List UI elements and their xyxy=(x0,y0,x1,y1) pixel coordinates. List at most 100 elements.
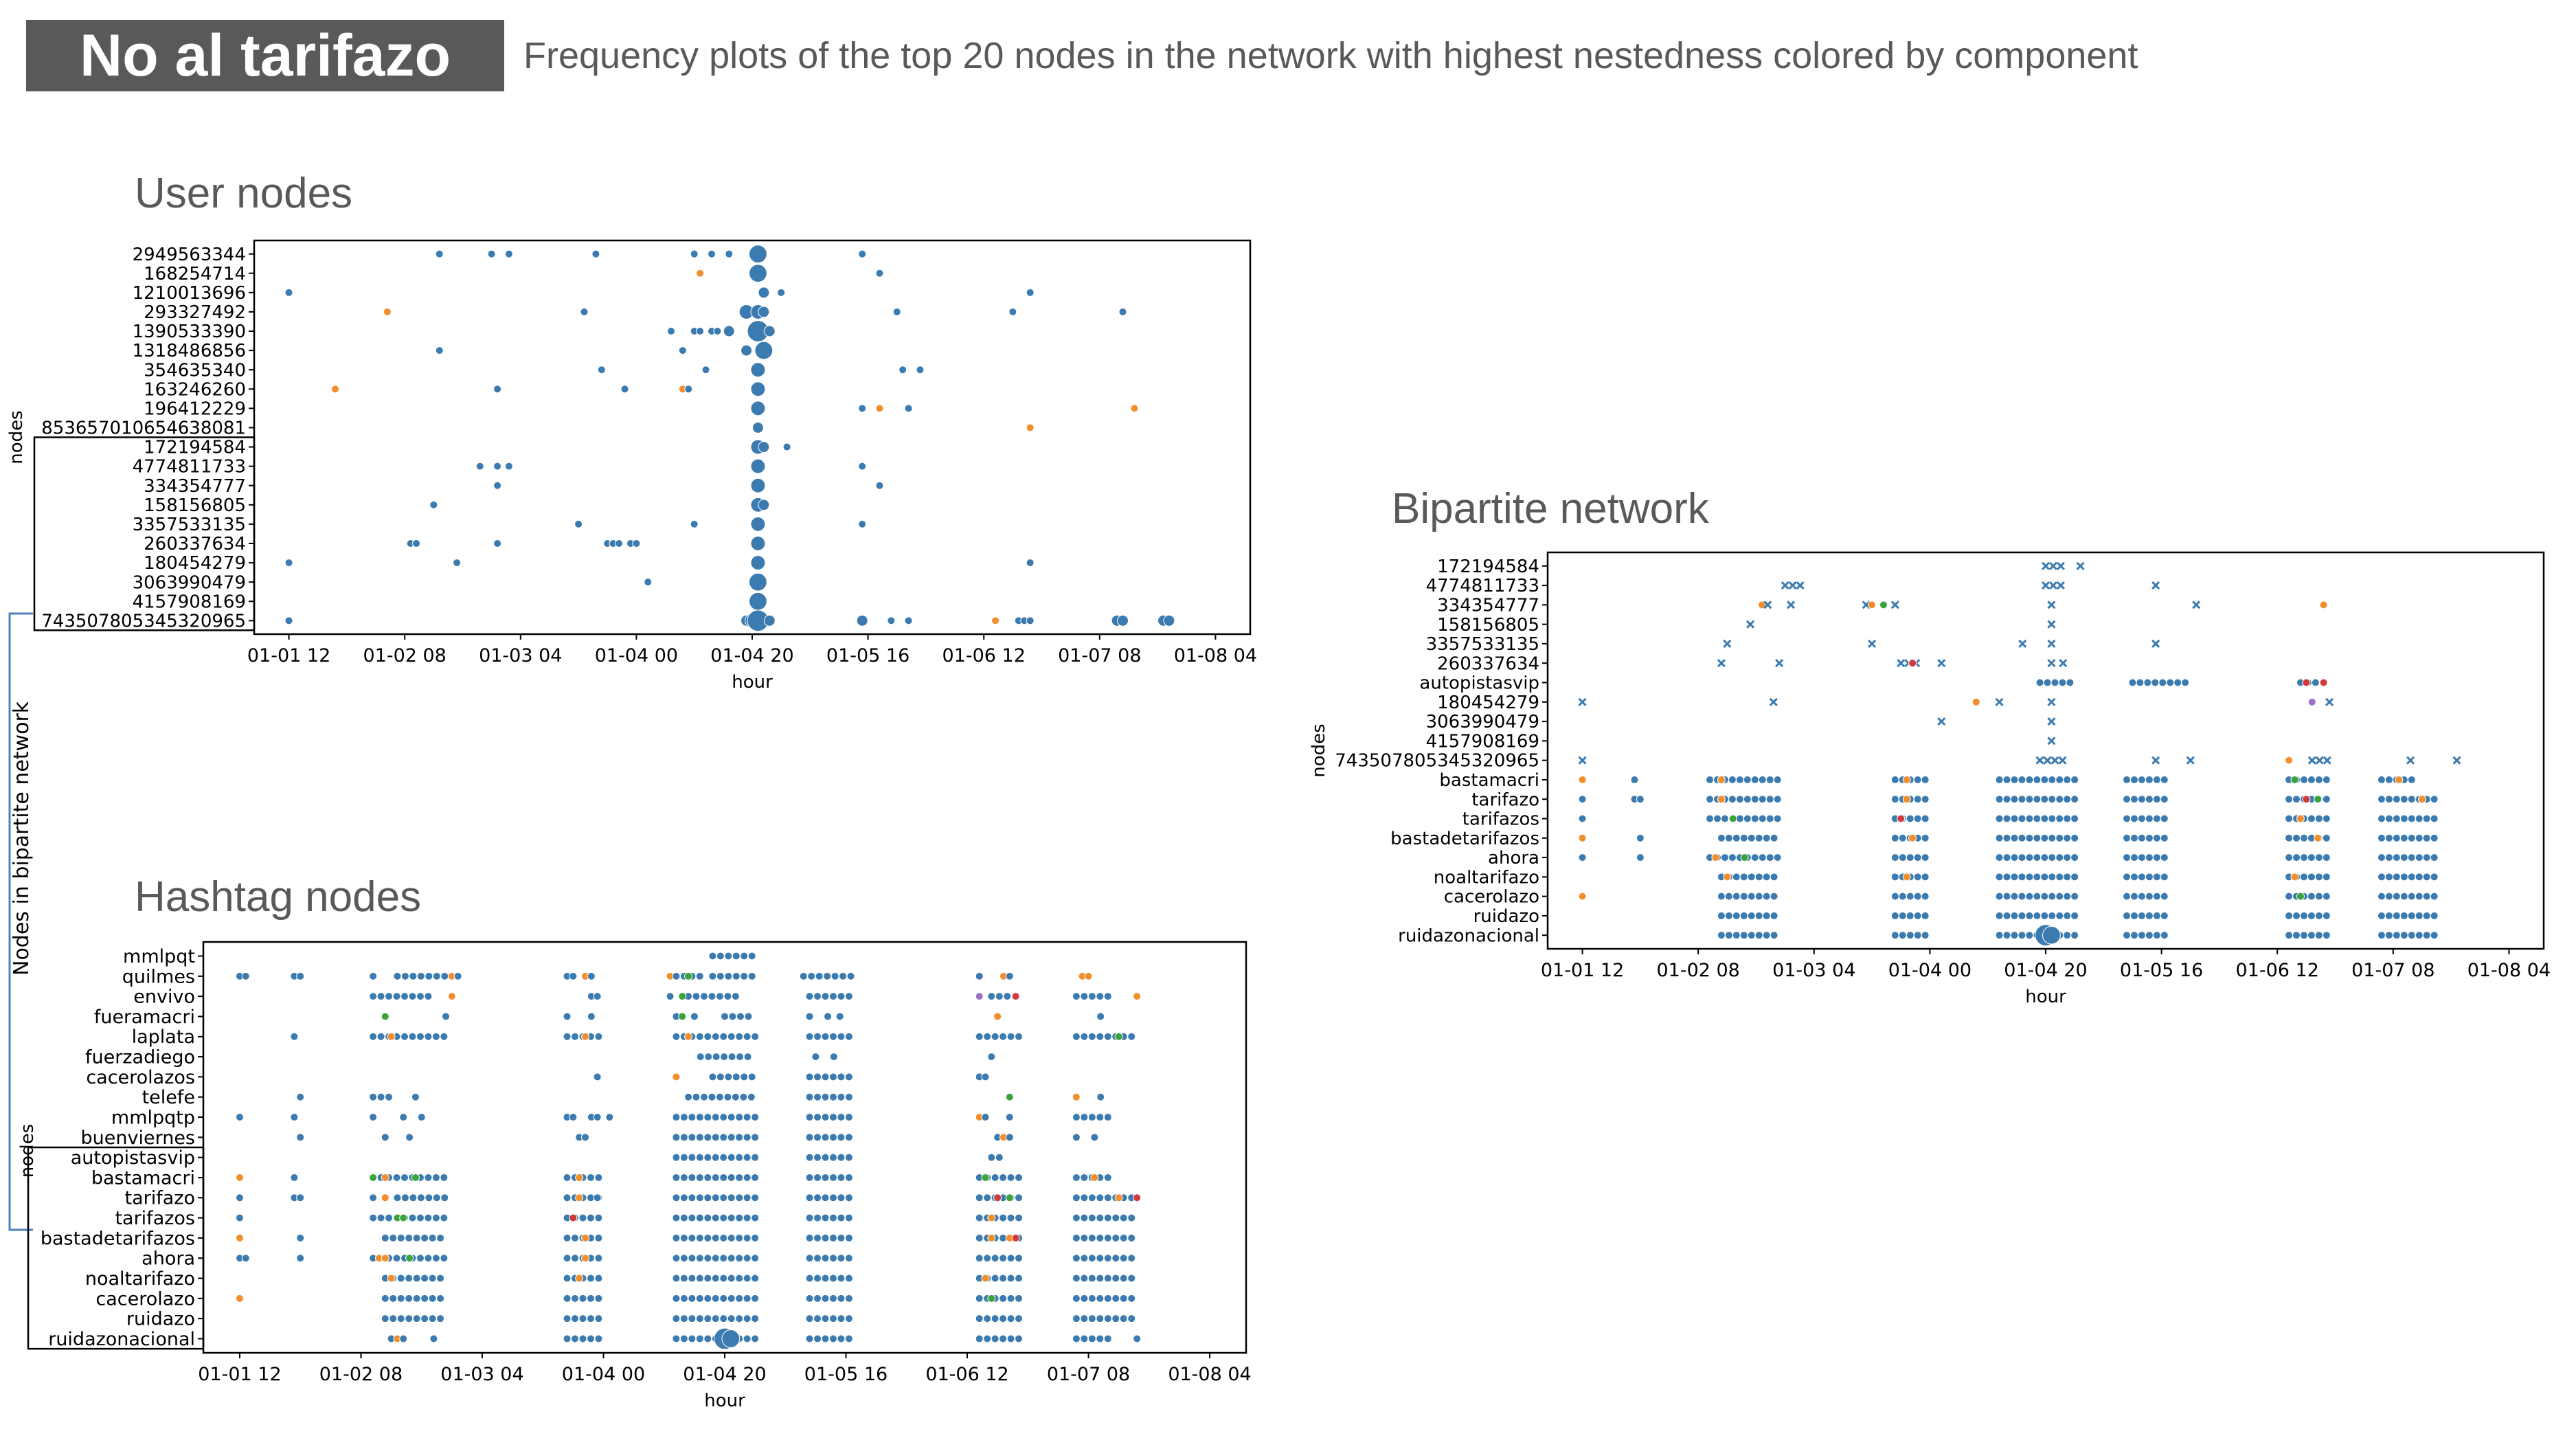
data-point xyxy=(376,1092,385,1101)
data-point xyxy=(1732,892,1741,901)
data-point xyxy=(813,1153,822,1162)
data-point xyxy=(1740,853,1749,862)
data-point xyxy=(1096,1274,1105,1283)
data-point xyxy=(688,1254,697,1263)
data-point xyxy=(2399,853,2408,862)
data-point xyxy=(735,1233,744,1242)
data-point xyxy=(672,971,681,980)
data-point xyxy=(1717,892,1726,901)
data-point xyxy=(1096,1032,1105,1041)
slide-subtitle: Frequency plots of the top 20 nodes in t… xyxy=(523,35,2138,76)
data-point xyxy=(1762,892,1771,901)
data-point xyxy=(420,1274,429,1283)
data-point xyxy=(2415,911,2424,920)
data-point xyxy=(2010,795,2019,804)
data-point xyxy=(727,1274,736,1283)
data-point xyxy=(2377,775,2386,784)
data-point xyxy=(719,1193,728,1202)
data-point xyxy=(581,1133,590,1142)
data-point-x xyxy=(2315,756,2324,765)
data-point xyxy=(2129,911,2138,920)
data-point-x xyxy=(2192,600,2201,609)
data-point xyxy=(387,1032,396,1041)
data-point xyxy=(1921,775,1930,784)
data-point xyxy=(735,1032,744,1041)
data-point xyxy=(735,1193,744,1202)
data-point xyxy=(575,1193,584,1202)
data-point xyxy=(703,1294,712,1303)
data-point xyxy=(2384,892,2393,901)
data-point xyxy=(684,385,693,394)
data-point xyxy=(296,1092,305,1101)
data-point xyxy=(400,1193,409,1202)
data-point-x xyxy=(2050,756,2059,765)
data-point xyxy=(2181,678,2190,687)
data-point xyxy=(1578,833,1587,842)
data-point xyxy=(1011,992,1020,1001)
data-point xyxy=(805,1153,814,1162)
data-point xyxy=(2407,873,2416,881)
data-point xyxy=(751,1153,760,1162)
data-point xyxy=(1072,1173,1081,1182)
data-point xyxy=(2137,931,2146,940)
data-point xyxy=(805,1213,814,1222)
data-point xyxy=(435,249,444,258)
data-point xyxy=(408,1213,417,1222)
data-point xyxy=(2063,795,2072,804)
data-point xyxy=(1747,931,1756,940)
data-point xyxy=(887,616,896,625)
data-point xyxy=(1898,833,1907,842)
data-point xyxy=(563,1274,572,1283)
data-point xyxy=(2158,678,2167,687)
data-point xyxy=(799,971,808,980)
data-point xyxy=(1890,833,1899,842)
data-point-x xyxy=(1788,581,1797,590)
data-point xyxy=(2377,931,2386,940)
data-point xyxy=(1636,853,1645,862)
data-point xyxy=(723,325,735,337)
data-point xyxy=(2025,833,2034,842)
data-point xyxy=(1163,614,1175,627)
data-point xyxy=(1087,1294,1096,1303)
data-point xyxy=(1117,614,1129,627)
data-point xyxy=(1728,795,1737,804)
data-point xyxy=(828,992,837,1001)
data-point xyxy=(2129,873,2138,881)
data-point xyxy=(1773,814,1782,823)
data-point xyxy=(2299,853,2308,862)
data-point xyxy=(813,1072,822,1081)
data-point xyxy=(2137,814,2146,823)
data-point xyxy=(2145,833,2154,842)
data-point xyxy=(1747,833,1756,842)
data-point xyxy=(727,1213,736,1222)
data-point xyxy=(751,1233,760,1242)
data-point xyxy=(400,992,409,1001)
y-tick-label: ruidazo xyxy=(1473,906,1539,927)
data-point xyxy=(807,971,816,980)
data-point xyxy=(1739,931,1748,940)
data-point xyxy=(751,1193,760,1202)
data-point xyxy=(296,1193,305,1202)
data-point xyxy=(396,1314,405,1323)
data-point xyxy=(440,971,449,980)
data-point xyxy=(731,992,740,1001)
data-point xyxy=(1995,931,2004,940)
data-point xyxy=(2430,833,2439,842)
data-point xyxy=(987,992,996,1001)
data-point xyxy=(563,1012,572,1021)
data-point xyxy=(2299,873,2308,881)
data-point xyxy=(821,1334,830,1343)
data-point xyxy=(412,1233,421,1242)
data-point xyxy=(594,1254,603,1263)
data-point xyxy=(2145,775,2154,784)
data-point xyxy=(777,288,786,297)
data-point xyxy=(993,1193,1002,1202)
data-point xyxy=(904,616,913,625)
data-point xyxy=(2285,911,2294,920)
data-point xyxy=(1127,1254,1136,1263)
data-point xyxy=(1921,892,1930,901)
data-point xyxy=(688,1294,697,1303)
data-point xyxy=(1096,1314,1105,1323)
data-point xyxy=(2143,678,2152,687)
data-point xyxy=(385,1213,394,1222)
